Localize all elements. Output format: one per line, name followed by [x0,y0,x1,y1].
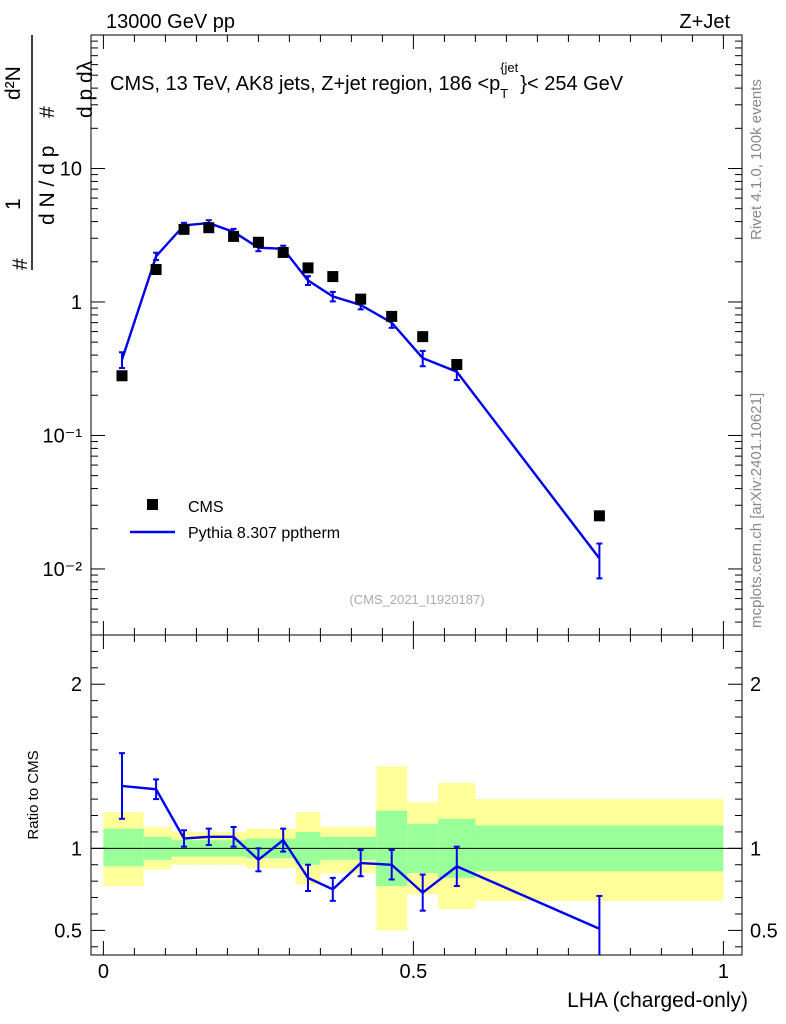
cms-data-point [451,359,463,371]
title-prefix: CMS, 13 TeV, AK8 jets, Z+jet region, 186… [110,73,500,95]
ratio-y-tick-label: 0.5 [54,920,82,942]
x-tick-label: 0.5 [399,961,427,983]
title-suffix: }< 254 GeV [520,73,624,95]
ylabel-hash-1: # [9,258,32,270]
y-tick-label: 1 [71,292,82,314]
ratio-y-tick-label-right: 2 [750,674,761,696]
legend-data-marker [147,499,158,510]
ratio-ylabel: Ratio to CMS [25,750,42,839]
y-tick-label: 10 [60,158,82,180]
cms-data-point [386,310,398,322]
ylabel-hash-2: # [36,106,59,118]
ylabel-dpTdl: d p dλ [74,60,97,118]
ratio-axis-ticks: 0 0.5 1 0.5 0.5 1 1 2 2 [54,635,778,983]
legend-mc-label: Pythia 8.307 pptherm [188,525,340,542]
cms-data-point [302,262,314,274]
cms-data-point [116,370,128,382]
ratio-y-tick-label: 2 [71,674,82,696]
cms-data-point [178,223,190,235]
x-axis-label: LHA (charged-only) [567,989,748,1012]
ratio-frame [90,634,743,956]
header-right: Z+Jet [679,11,730,33]
title-text: CMS, 13 TeV, AK8 jets, Z+jet region, 186… [110,60,624,101]
ratio-y-tick-label-right: 1 [750,838,761,860]
watermark: (CMS_2021_I1920187) [349,592,484,607]
title-sub: T [500,86,508,101]
ratio-bands [91,766,742,931]
ratio-y-tick-label-right: 0.5 [750,920,778,942]
main-frame [90,34,743,636]
cms-data-point [327,271,339,283]
mcplots-label: mcplots.cern.ch [arXiv:2401.10621] [748,393,765,628]
main-axis-ticks: 10⁻² 10⁻¹ 1 10 [43,34,742,635]
cms-data-point [593,510,605,522]
plot-title: CMS, 13 TeV, AK8 jets, Z+jet region, 186… [110,60,624,101]
rivet-label: Rivet 4.1.0, 100k events [748,79,765,240]
y-tick-label: 10⁻² [43,559,83,581]
uncertainty-band-inner [103,828,144,867]
title-sup: {jet [500,60,518,75]
cms-data-point [228,230,240,242]
x-tick-label: 1 [718,961,729,983]
cms-data-point [252,236,264,248]
cms-data-point [417,331,429,343]
x-tick-label: 0 [98,961,109,983]
ratio-series [119,752,603,955]
main-ylabel: # d N / d p 1 # d p dλ d²N [2,35,97,270]
cms-data-point [355,293,367,305]
cms-data-point [150,264,162,276]
ylabel-dn: d N / d p [36,146,59,225]
header-left: 13000 GeV pp [106,11,235,33]
ylabel-one: 1 [2,198,25,210]
ylabel-d2n: d²N [2,66,25,100]
cms-data-point [203,222,215,234]
ratio-mc-line [121,784,600,930]
cms-data-point [277,246,289,258]
legend-data-label: CMS [188,499,224,516]
legend: CMS Pythia 8.307 pptherm [130,499,340,542]
main-series [116,219,605,580]
ratio-y-tick-label: 1 [71,838,82,860]
y-tick-label: 10⁻¹ [43,425,83,447]
